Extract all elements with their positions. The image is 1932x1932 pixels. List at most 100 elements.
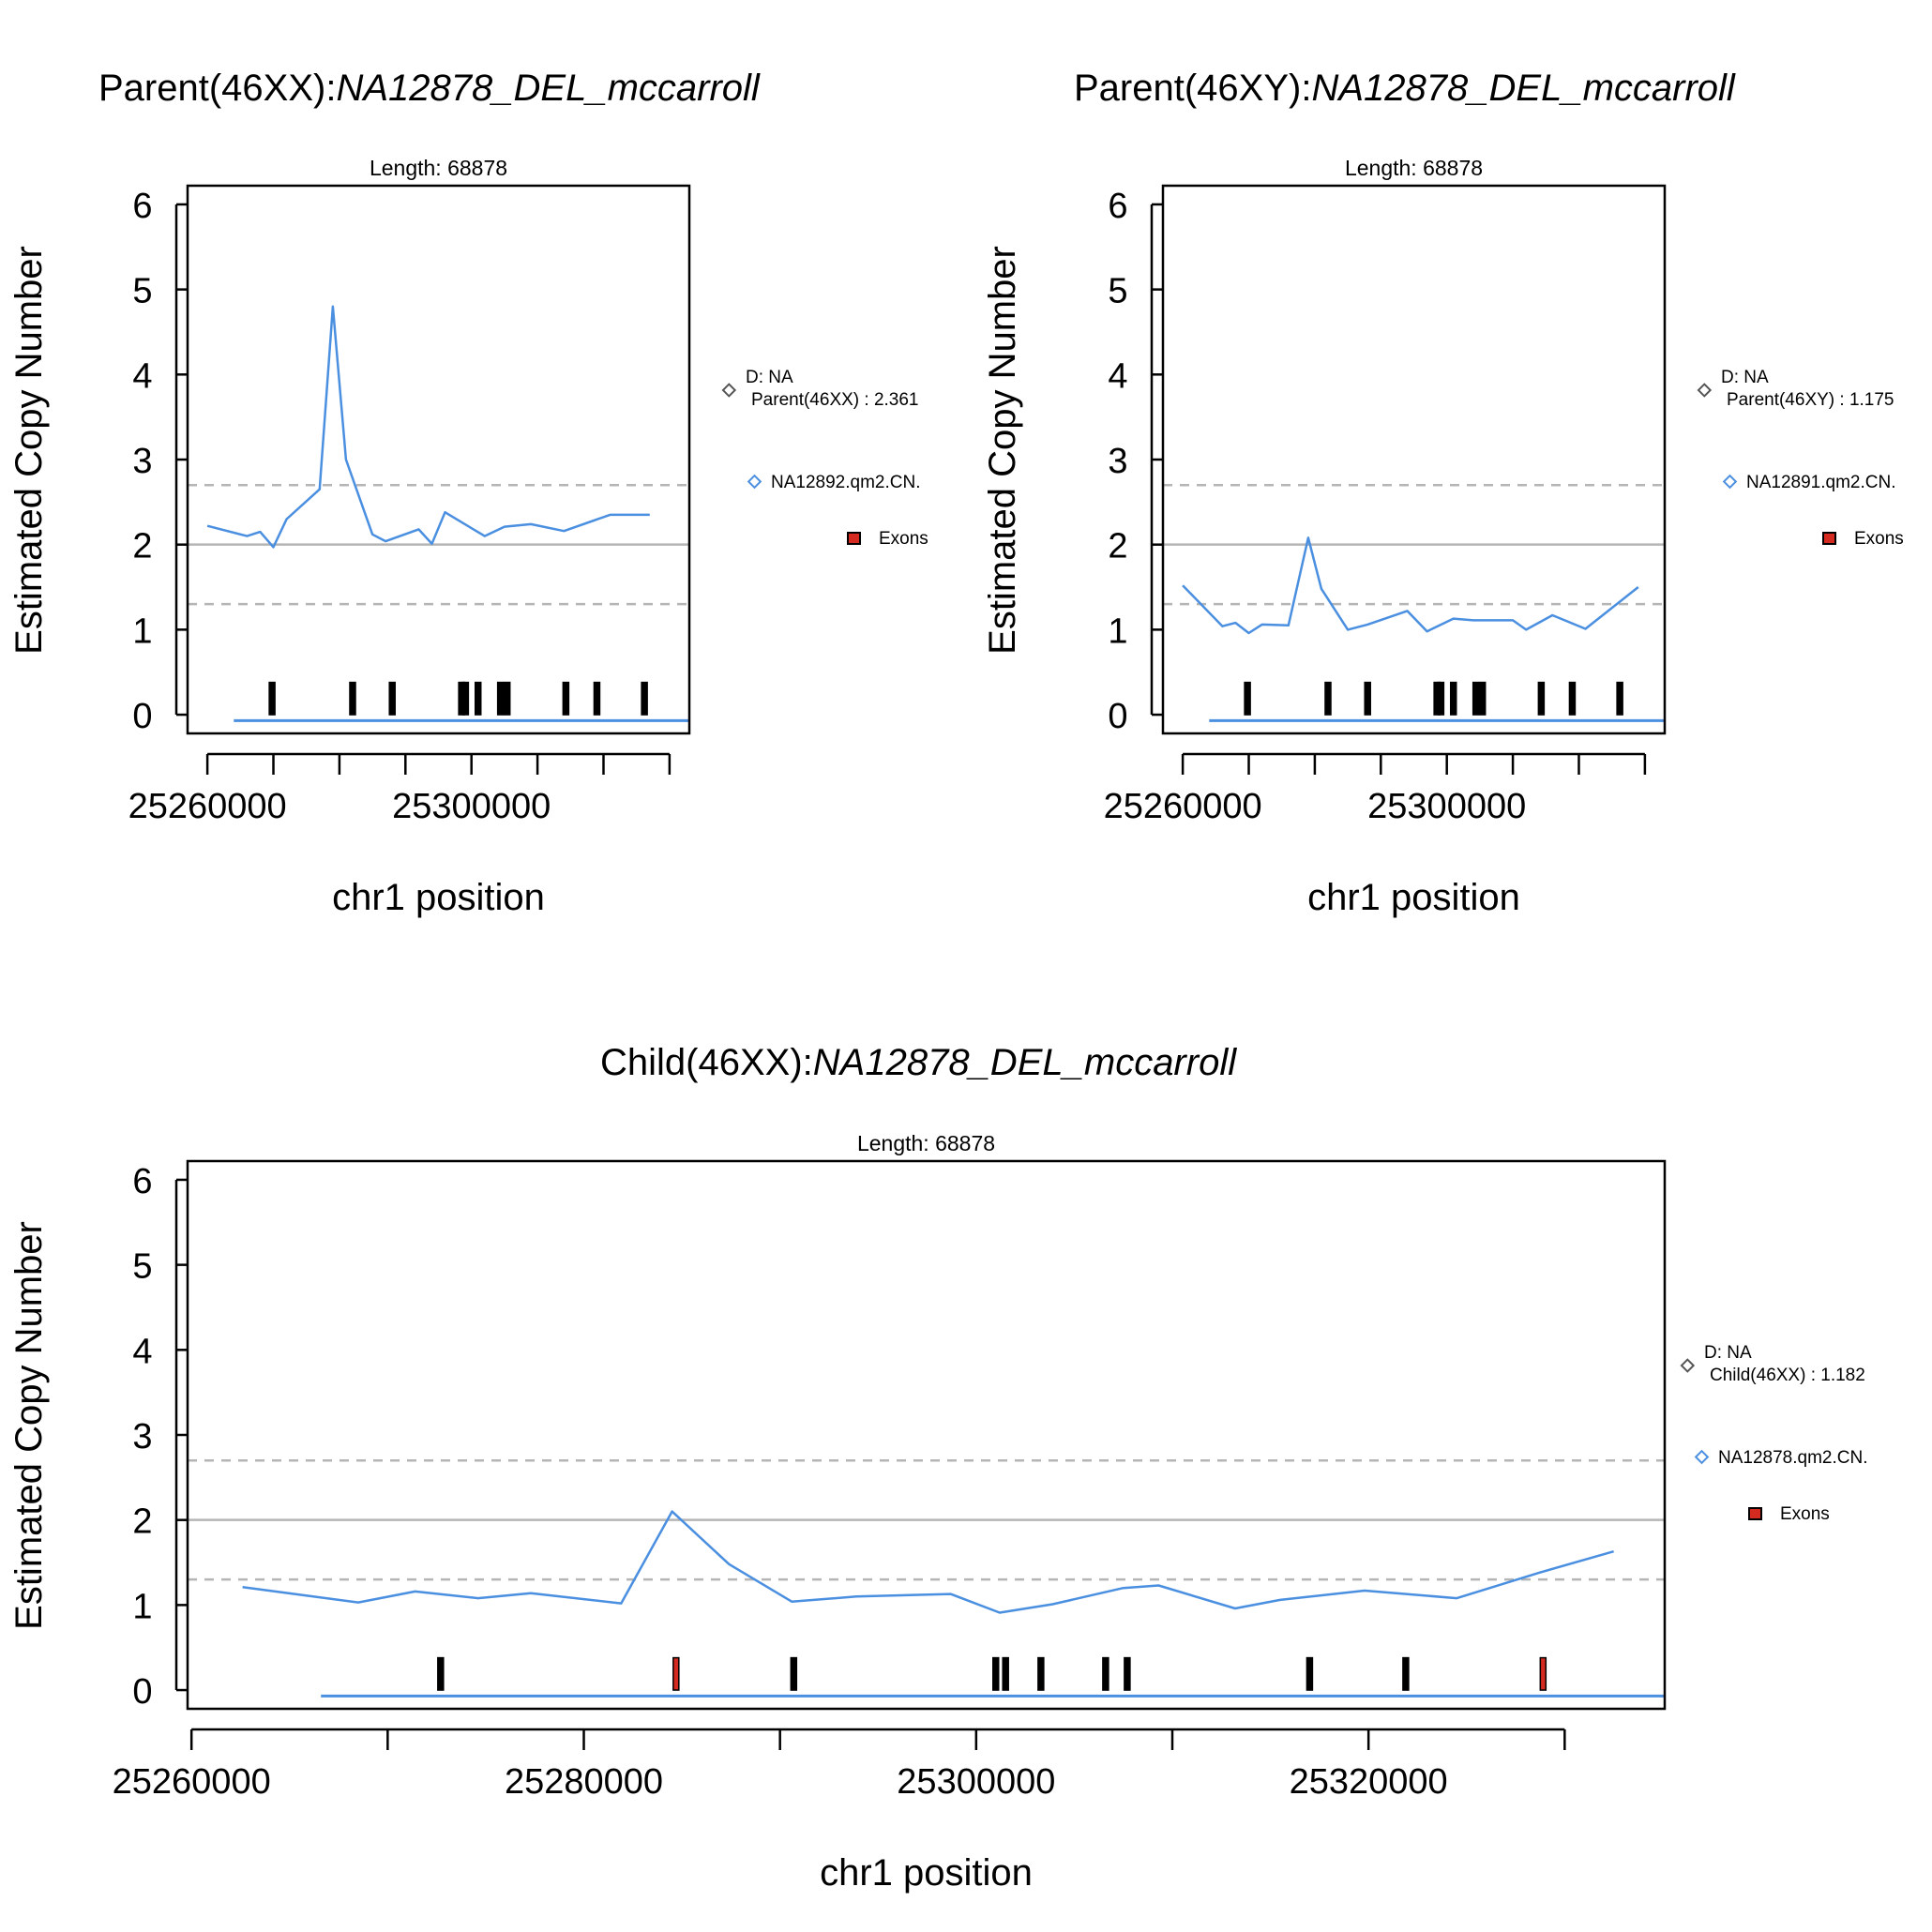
legend-exons-label: Exons [879,529,928,549]
exon-mark [562,681,570,716]
legend-d-value: Parent(46XY) : 1.175 [1727,390,1894,410]
exon-mark [1364,681,1371,716]
exon-mark [1568,681,1577,716]
legend-marker-series [1694,1449,1710,1465]
y-tick-label: 1 [1108,611,1127,651]
y-axis-label: Estimated Copy Number [982,246,1023,655]
chart-title-italic: NA12878_DEL_mccarroll [813,1042,1237,1083]
y-tick-label: 6 [1108,187,1127,226]
y-tick-label: 4 [1108,356,1127,396]
exon-mark [1616,681,1623,716]
y-axis-label: Estimated Copy Number [8,246,50,655]
chart-title-italic: NA12878_DEL_mccarroll [336,68,760,109]
legend-marker-d [1680,1358,1696,1373]
x-tick-label: 25280000 [505,1762,663,1802]
chart-title: Parent(46XY):NA12878_DEL_mccarroll [1074,68,1736,109]
legend-marker-exons [1748,1507,1762,1520]
chart-title-prefix: Parent(46XX): [98,68,336,109]
chart-panel-2: Parent(46XY):NA12878_DEL_mccarroll Length… [982,68,1904,918]
chart-legend: D: NA Parent(46XX) : 2.361 NA12892.qm2.CN.… [721,368,928,549]
legend-marker-d [721,383,737,398]
exon-mark [1324,681,1332,716]
y-tick-label: 1 [132,611,152,651]
y-tick-label: 0 [132,697,152,736]
x-tick-label: 25300000 [392,787,551,826]
exon-mark [1102,1656,1109,1691]
chart-legend: D: NA Child(46XX) : 1.182 NA12878.qm2.CN. E… [1680,1343,1867,1524]
series-line [242,1510,1614,1614]
y-tick-label: 5 [1108,272,1127,311]
y-tick-label: 2 [132,1502,152,1542]
x-tick-label: 25320000 [1290,1762,1448,1802]
exon-mark [461,681,470,716]
y-tick-label: 3 [132,442,152,481]
exon-mark [1402,1656,1410,1691]
plot-frame [1161,184,1667,735]
x-axis-label: chr1 position [1307,877,1520,918]
chart-panel-1: Parent(46XX):NA12878_DEL_mccarroll Length… [8,68,928,918]
exon-mark [1002,1656,1009,1691]
y-tick-label: 5 [132,272,152,311]
legend-series-label: NA12878.qm2.CN. [1718,1448,1867,1468]
y-tick-label: 6 [132,187,152,226]
exon-mark [641,681,648,716]
legend-marker-d [1697,383,1713,398]
legend-d-value: Child(46XX) : 1.182 [1710,1366,1865,1385]
y-tick-label: 2 [132,527,152,566]
legend-marker-exons [847,532,861,545]
exon-mark [1437,681,1445,716]
exon-mark [349,681,356,716]
exon-mark [1037,1656,1045,1691]
x-tick-label: 25300000 [1367,787,1526,826]
exon-mark [474,681,482,716]
chart-subtitle: Length: 68878 [370,156,507,180]
chart-title-italic: NA12878_DEL_mccarroll [1311,68,1735,109]
chart-title-prefix: Parent(46XY): [1074,68,1311,109]
exon-mark [1539,1656,1547,1691]
exon-mark [1449,681,1457,716]
y-tick-label: 1 [132,1587,152,1626]
x-tick-label: 25300000 [897,1762,1055,1802]
y-tick-label: 5 [132,1247,152,1287]
exon-mark [503,681,511,716]
legend-series-label: NA12891.qm2.CN. [1746,473,1895,492]
chart-subtitle: Length: 68878 [857,1131,995,1155]
x-axis-label: chr1 position [820,1852,1033,1894]
y-axis-label: Estimated Copy Number [8,1221,50,1630]
x-tick-label: 25260000 [128,787,287,826]
exon-mark [672,1656,680,1691]
chart-title-prefix: Child(46XX): [600,1042,813,1083]
exon-mark [1537,681,1546,716]
y-tick-label: 0 [132,1672,152,1712]
exon-mark [268,681,276,716]
exon-mark [1244,681,1251,716]
legend-d-value: Parent(46XX) : 2.361 [751,390,919,410]
exon-mark [1124,1656,1131,1691]
chart-title: Child(46XX):NA12878_DEL_mccarroll [600,1042,1237,1083]
y-tick-label: 4 [132,1332,152,1371]
legend-marker-exons [1822,532,1836,545]
exon-mark [1306,1656,1314,1691]
exon-mark [593,681,601,716]
exon-mark [496,681,505,716]
y-tick-label: 4 [132,356,152,396]
exon-mark [1478,681,1487,716]
exon-mark [388,681,396,716]
chart-legend: D: NA Parent(46XY) : 1.175 NA12891.qm2.CN.… [1697,368,1904,549]
legend-exons-label: Exons [1780,1504,1830,1524]
legend-marker-series [747,474,762,490]
y-tick-label: 2 [1108,527,1127,566]
plot-frame [186,184,691,735]
legend-marker-series [1722,474,1738,490]
series-line [206,305,650,549]
y-tick-label: 6 [132,1162,152,1201]
legend-d-label: D: NA [746,368,793,387]
y-tick-label: 3 [1108,442,1127,481]
chart-subtitle: Length: 68878 [1345,156,1483,180]
series-line [1182,536,1639,635]
y-tick-label: 0 [1108,697,1127,736]
exon-mark [1472,681,1480,716]
y-tick-label: 3 [132,1417,152,1457]
chart-title: Parent(46XX):NA12878_DEL_mccarroll [98,68,761,109]
